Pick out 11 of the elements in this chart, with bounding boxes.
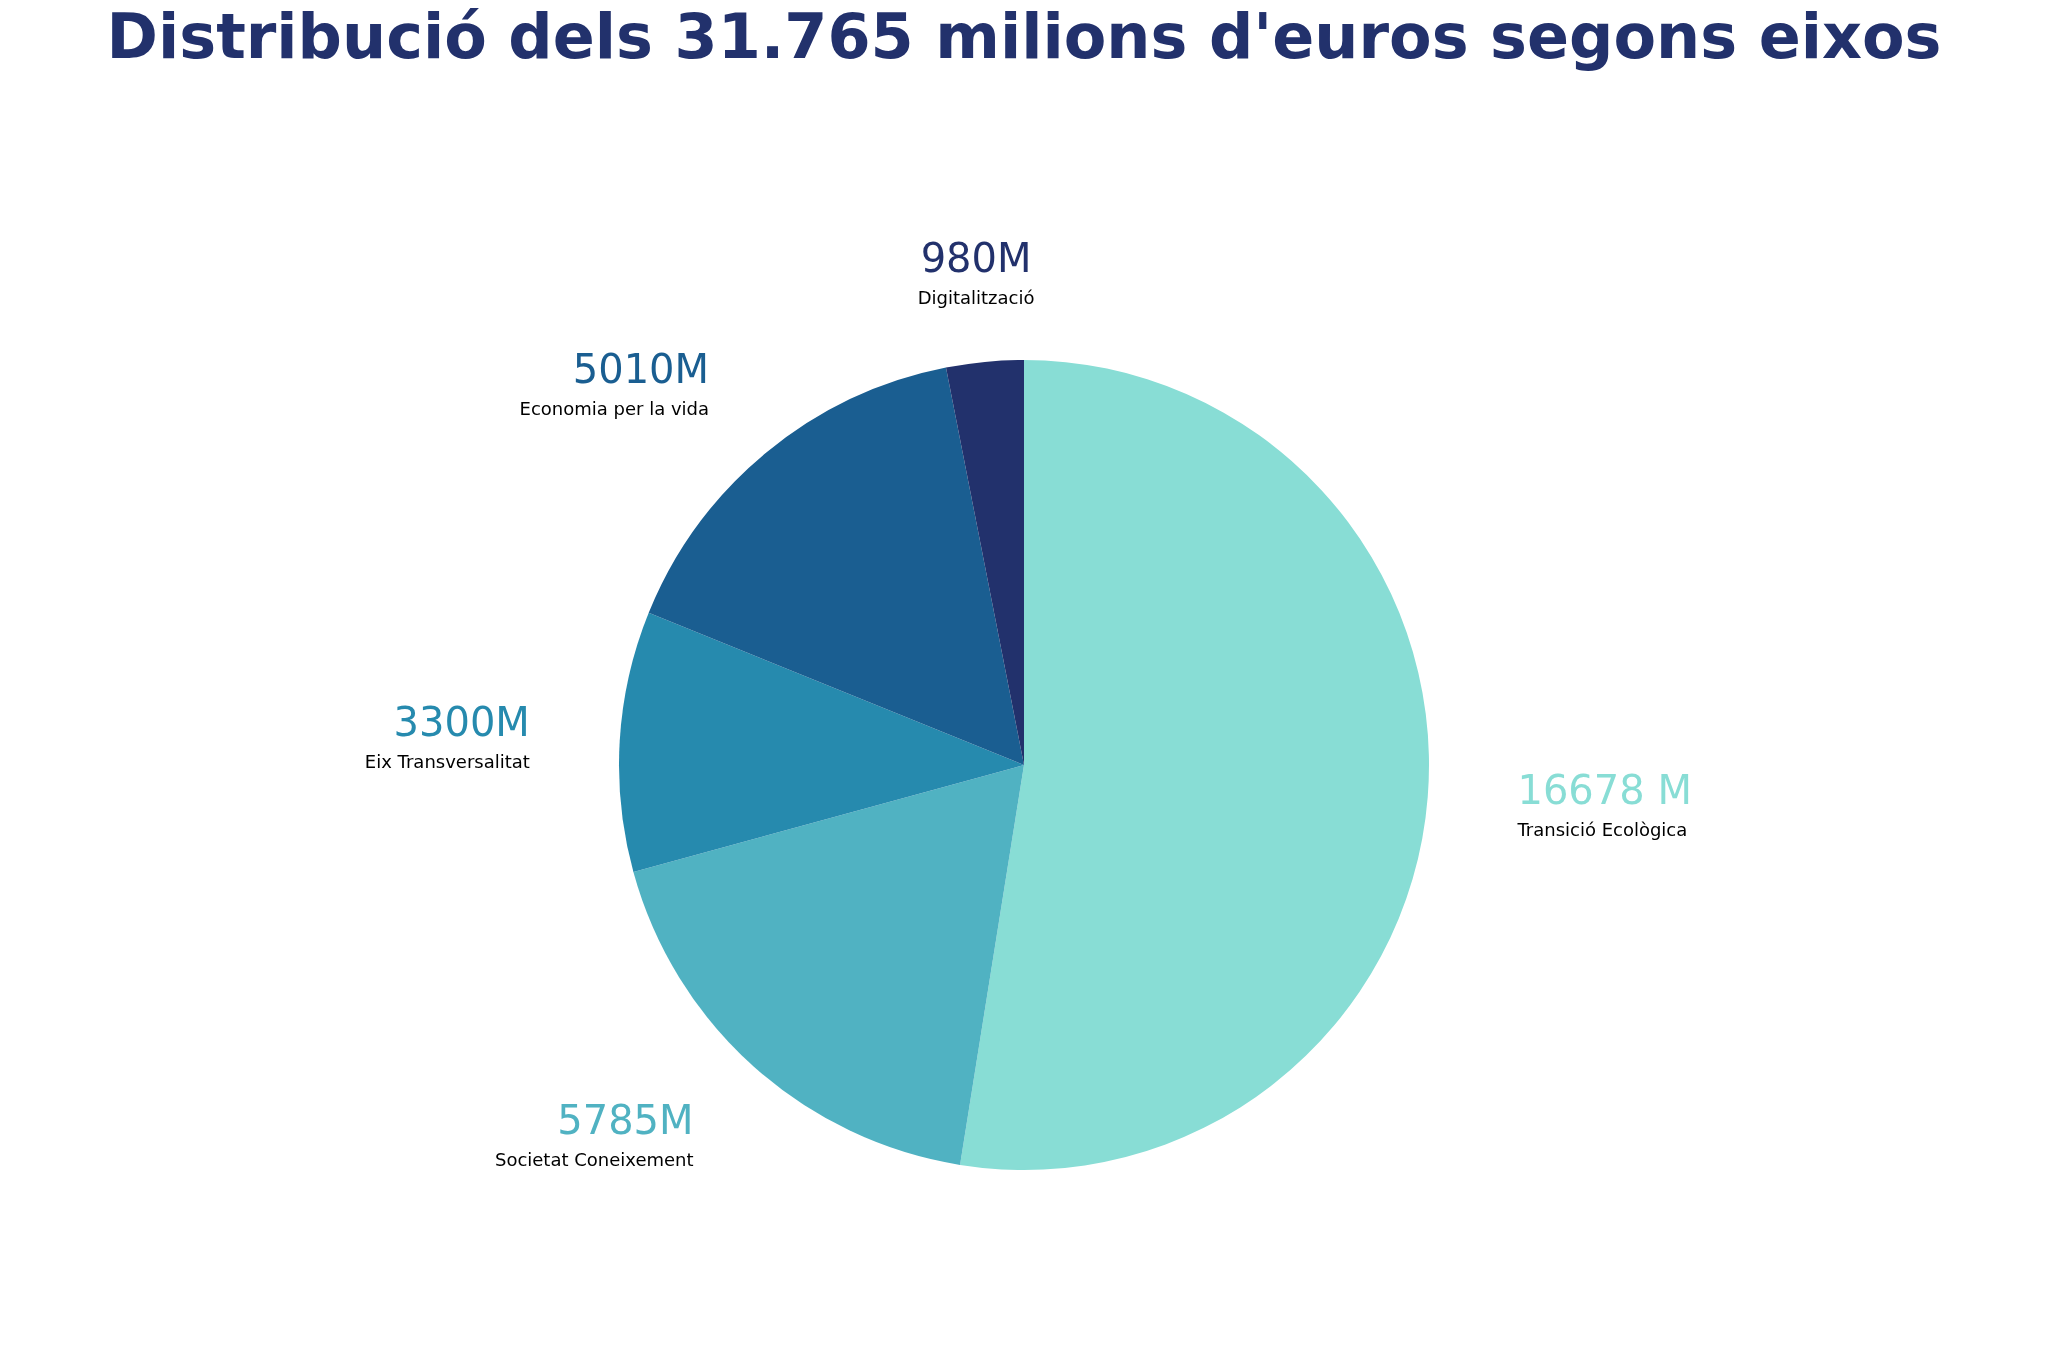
slice-label: Digitalització	[917, 287, 1035, 309]
slice-label: Eix Transversalitat	[364, 750, 530, 772]
chart-title: Distribució dels 31.765 milions d'euros segons eixos	[105, 0, 1943, 75]
slice-label: Transició Ecològica	[1516, 819, 1688, 841]
slice-label: Economia per la vida	[519, 398, 710, 420]
data-label: 16678 M	[1517, 767, 1692, 814]
data-label: 5010M	[572, 346, 710, 393]
slice-label: Societat Coneixement	[494, 1148, 694, 1170]
data-label: 5785M	[557, 1096, 694, 1143]
data-label: 980M	[920, 235, 1032, 282]
data-label: 3300M	[393, 698, 530, 745]
